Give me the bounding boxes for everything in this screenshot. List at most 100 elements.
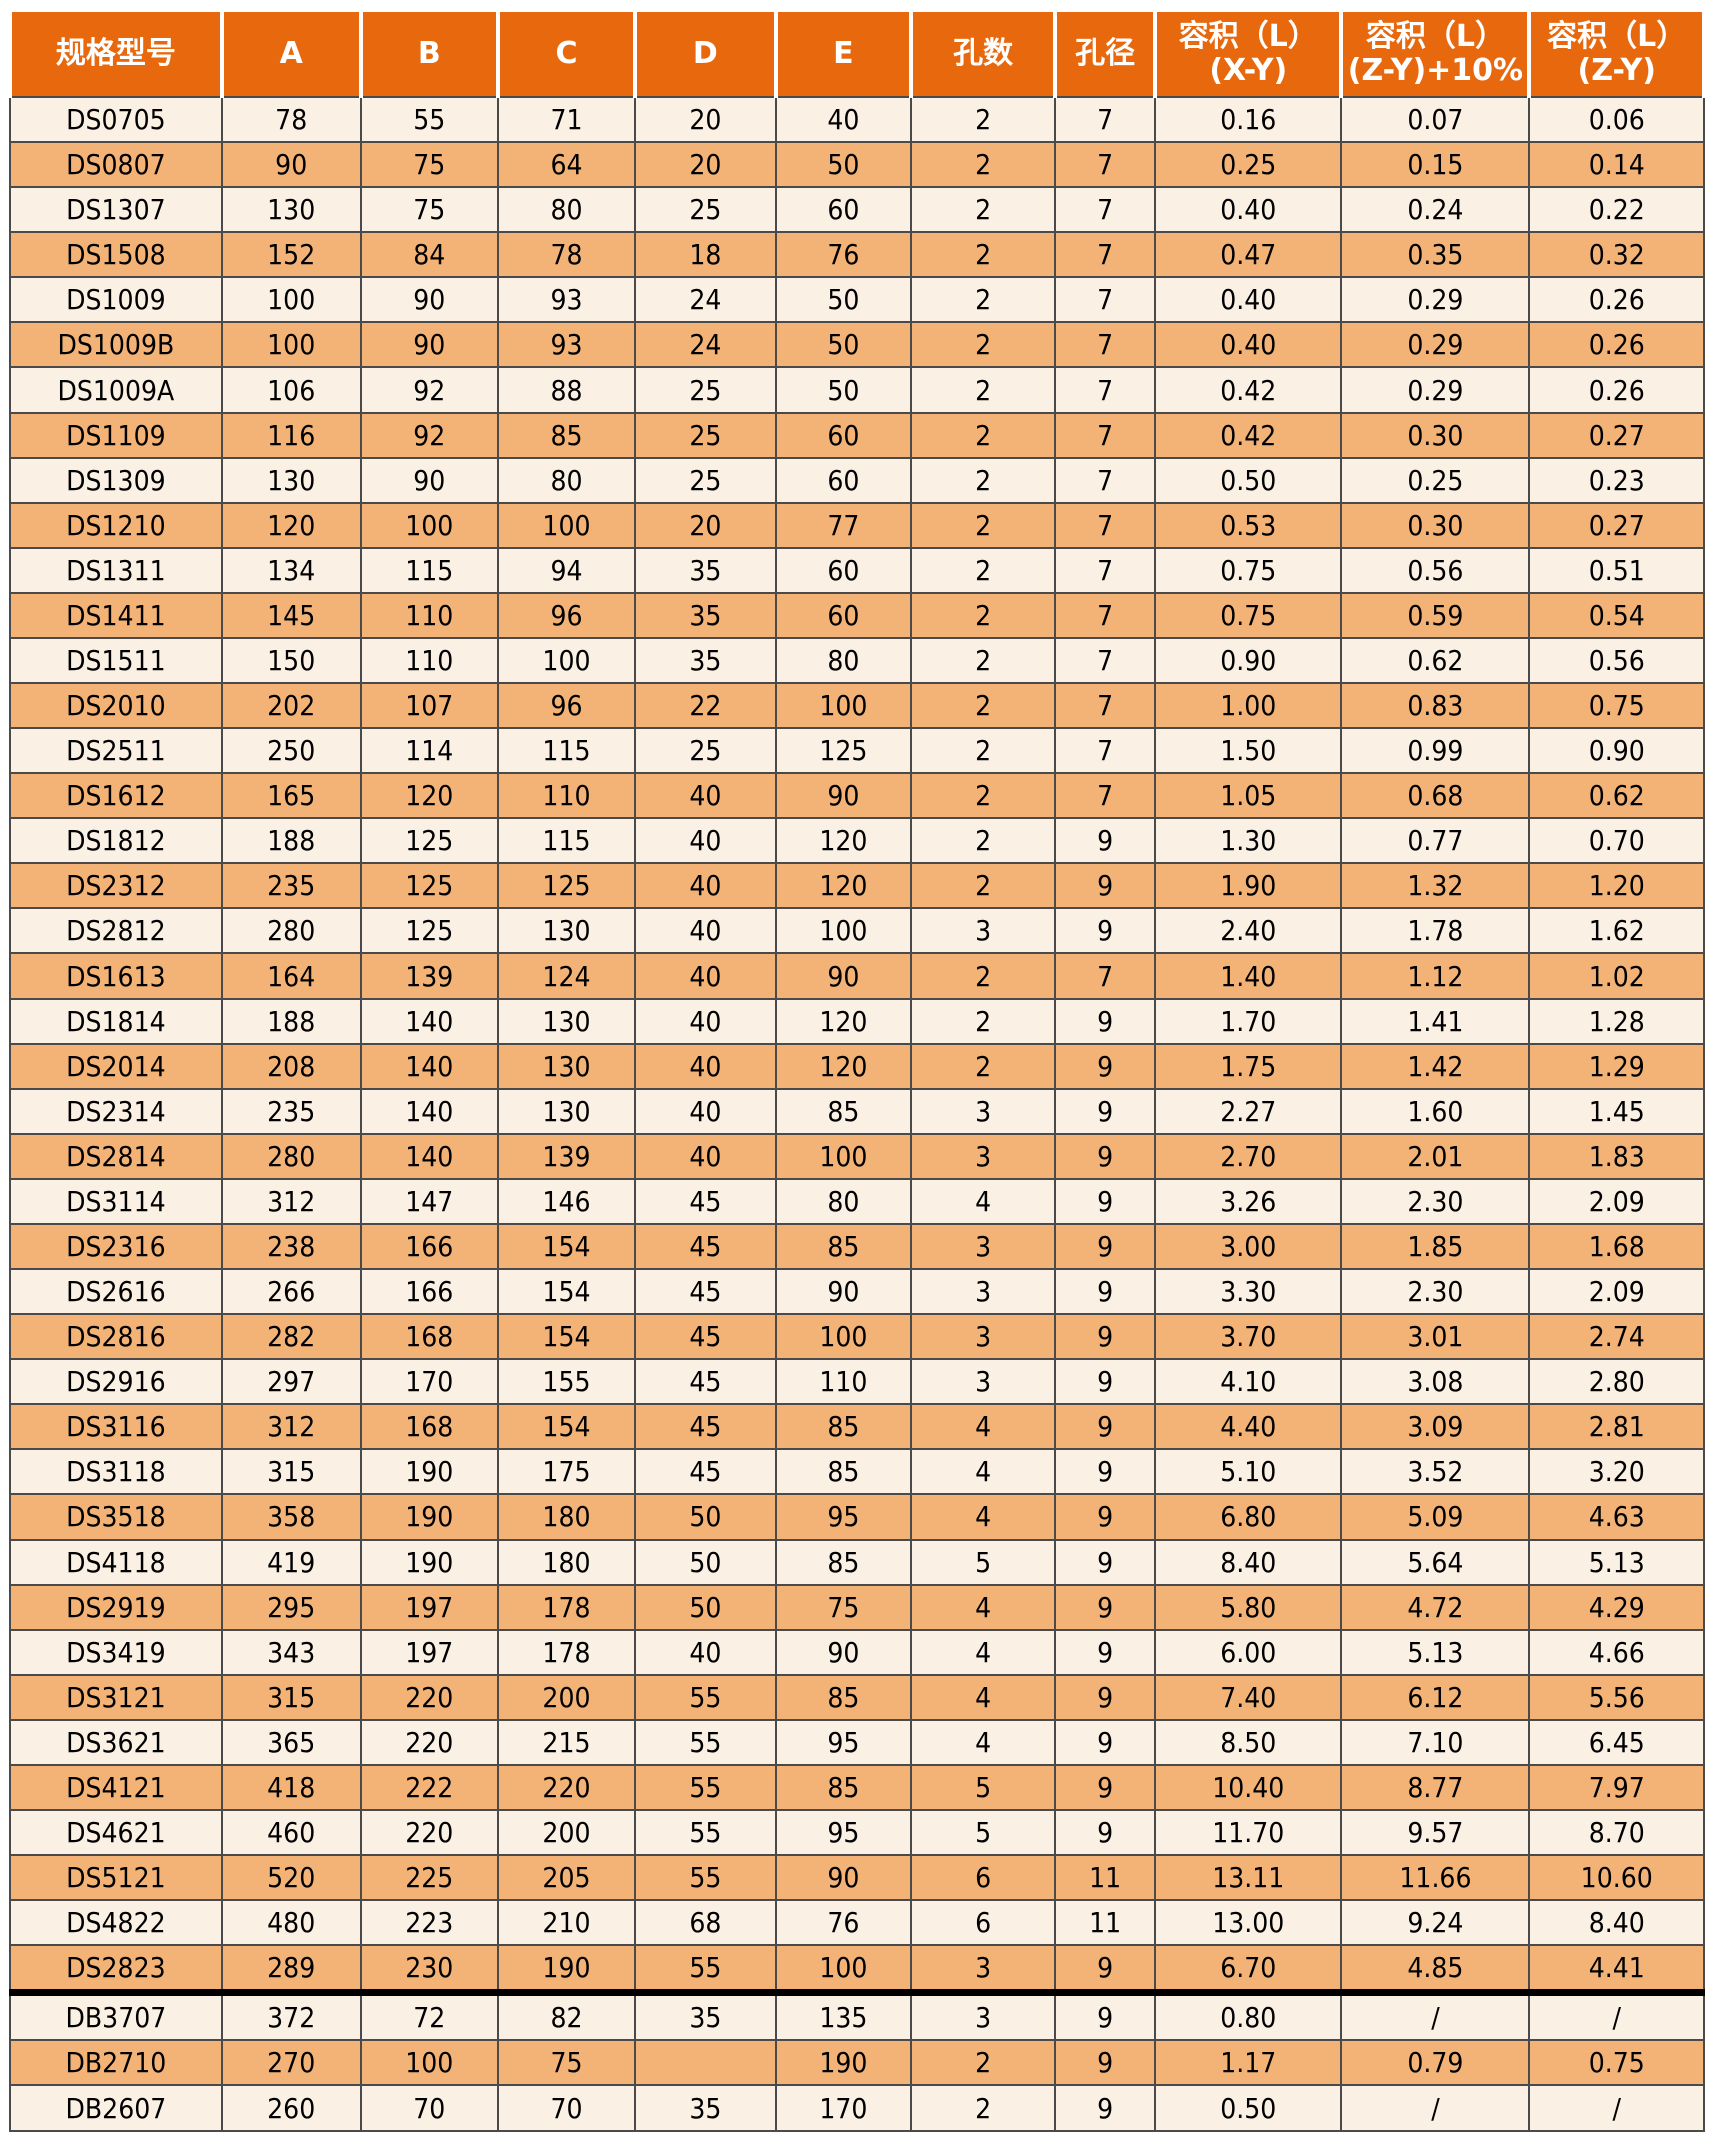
value-cell: 5.64 [1340, 1538, 1531, 1586]
value-cell: 90 [774, 772, 913, 820]
value-cell: 9 [1054, 1087, 1157, 1135]
table-row-DS0807: DS0807 90 75 64 20 50 2 7 0.25 0.15 0.14 [9, 141, 1705, 189]
table-row-DS2616: DS2616 266 166 154 45 90 3 9 3.30 2.30 2.09 [9, 1268, 1705, 1316]
value-cell: 0.59 [1340, 591, 1531, 639]
value-cell: 200 [496, 1808, 637, 1857]
value-cell: 208 [220, 1042, 362, 1090]
value-cell: 40 [634, 952, 777, 1000]
value-cell: 1.12 [1340, 952, 1531, 1000]
value-cell: 85 [774, 1673, 913, 1721]
model-cell: DS1307 [9, 186, 223, 234]
value-cell: 20 [634, 141, 777, 189]
model-cell: DS4621 [9, 1808, 223, 1857]
value-cell: 5.80 [1154, 1583, 1343, 1631]
value-cell: 0.24 [1340, 186, 1531, 234]
value-cell: 7 [1054, 546, 1157, 594]
value-cell: 125 [774, 727, 913, 775]
value-cell: 10.40 [1154, 1763, 1343, 1811]
value-cell: 1.20 [1528, 862, 1705, 910]
table-row-DB2710: DB2710 270 100 75 190 2 9 1.17 0.79 0.75 [9, 2039, 1705, 2087]
value-cell: 2.01 [1340, 1132, 1531, 1180]
header-row: 规格型号 A B C D E 孔数 孔径 容积（L） (X-Y) 容积（L） (Z-Y)+10% 容积（… [8, 8, 1706, 97]
value-cell: 2 [910, 727, 1057, 775]
value-cell: 5 [910, 1808, 1057, 1857]
value-cell: 0.32 [1528, 231, 1705, 279]
value-cell: 9 [1054, 1042, 1157, 1090]
value-cell: 90 [774, 1268, 913, 1316]
value-cell: 188 [220, 817, 362, 865]
value-cell: 9 [1054, 1808, 1157, 1857]
value-cell: 4 [910, 1177, 1057, 1225]
value-cell: 4.63 [1528, 1493, 1705, 1541]
value-cell: 220 [496, 1763, 637, 1811]
value-cell: 0.56 [1528, 636, 1705, 685]
table-row-DS2812: DS2812 280 125 130 40 100 3 9 2.40 1.78 1.62 [9, 907, 1705, 955]
value-cell: 45 [634, 1358, 777, 1406]
model-cell: DS1508 [9, 231, 223, 279]
value-cell: 9 [1054, 1448, 1157, 1496]
value-cell: 114 [359, 727, 499, 775]
value-cell: 270 [220, 2039, 362, 2087]
value-cell: 40 [634, 997, 777, 1045]
value-cell: 35 [634, 636, 777, 685]
value-cell: / [1340, 2084, 1531, 2132]
value-cell: 190 [359, 1448, 499, 1496]
value-cell: 2.27 [1154, 1087, 1343, 1135]
column-header-1: A [219, 8, 363, 97]
value-cell: 0.42 [1154, 411, 1343, 459]
table-row-DS1311: DS1311 134 115 94 35 60 2 7 0.75 0.56 0.51 [9, 546, 1705, 594]
value-cell: 1.41 [1340, 997, 1531, 1045]
value-cell: 1.28 [1528, 997, 1705, 1045]
model-cell: DS4118 [9, 1538, 223, 1586]
value-cell: 3.00 [1154, 1222, 1343, 1271]
value-cell: / [1340, 1989, 1531, 2042]
value-cell: 295 [220, 1583, 362, 1631]
value-cell: 9 [1054, 1763, 1157, 1811]
value-cell: 170 [359, 1358, 499, 1406]
value-cell: 1.40 [1154, 952, 1343, 1000]
value-cell: 110 [359, 636, 499, 685]
value-cell: 116 [220, 411, 362, 459]
value-cell: 106 [220, 366, 362, 414]
value-cell: 152 [220, 231, 362, 279]
value-cell: 125 [359, 862, 499, 910]
value-cell: 70 [359, 2084, 499, 2132]
value-cell: 280 [220, 1132, 362, 1180]
value-cell: 100 [220, 276, 362, 324]
model-cell: DS3419 [9, 1628, 223, 1676]
model-cell: DS2314 [9, 1087, 223, 1135]
value-cell: 3.26 [1154, 1177, 1343, 1225]
value-cell: 166 [359, 1268, 499, 1316]
value-cell: 7 [1054, 321, 1157, 369]
value-cell: 90 [774, 1628, 913, 1676]
value-cell: 0.50 [1154, 2084, 1343, 2132]
value-cell: 2 [910, 591, 1057, 639]
value-cell: 11 [1054, 1854, 1157, 1902]
value-cell: 7 [1054, 456, 1157, 504]
value-cell: 5.13 [1340, 1628, 1531, 1676]
value-cell: 0.51 [1528, 546, 1705, 594]
value-cell: 145 [220, 591, 362, 639]
value-cell: 0.29 [1340, 321, 1531, 369]
value-cell: 55 [634, 1808, 777, 1857]
value-cell: 3.52 [1340, 1448, 1531, 1496]
value-cell: 4 [910, 1628, 1057, 1676]
value-cell: 0.83 [1340, 682, 1531, 730]
value-cell: 7 [1054, 231, 1157, 279]
value-cell: 20 [634, 501, 777, 549]
value-cell: 9 [1054, 1583, 1157, 1631]
value-cell: 2 [910, 2039, 1057, 2087]
value-cell: 0.26 [1528, 321, 1705, 369]
value-cell: 1.78 [1340, 907, 1531, 955]
column-header-10: 容积（L） (Z-Y) [1527, 8, 1706, 97]
value-cell: 76 [774, 1899, 913, 1947]
value-cell: 60 [774, 546, 913, 594]
value-cell: 92 [359, 366, 499, 414]
model-cell: DS1613 [9, 952, 223, 1000]
value-cell: 8.40 [1154, 1538, 1343, 1586]
value-cell: 120 [774, 817, 913, 865]
value-cell: 60 [774, 186, 913, 234]
value-cell: 7 [1054, 186, 1157, 234]
value-cell: 238 [220, 1222, 362, 1271]
